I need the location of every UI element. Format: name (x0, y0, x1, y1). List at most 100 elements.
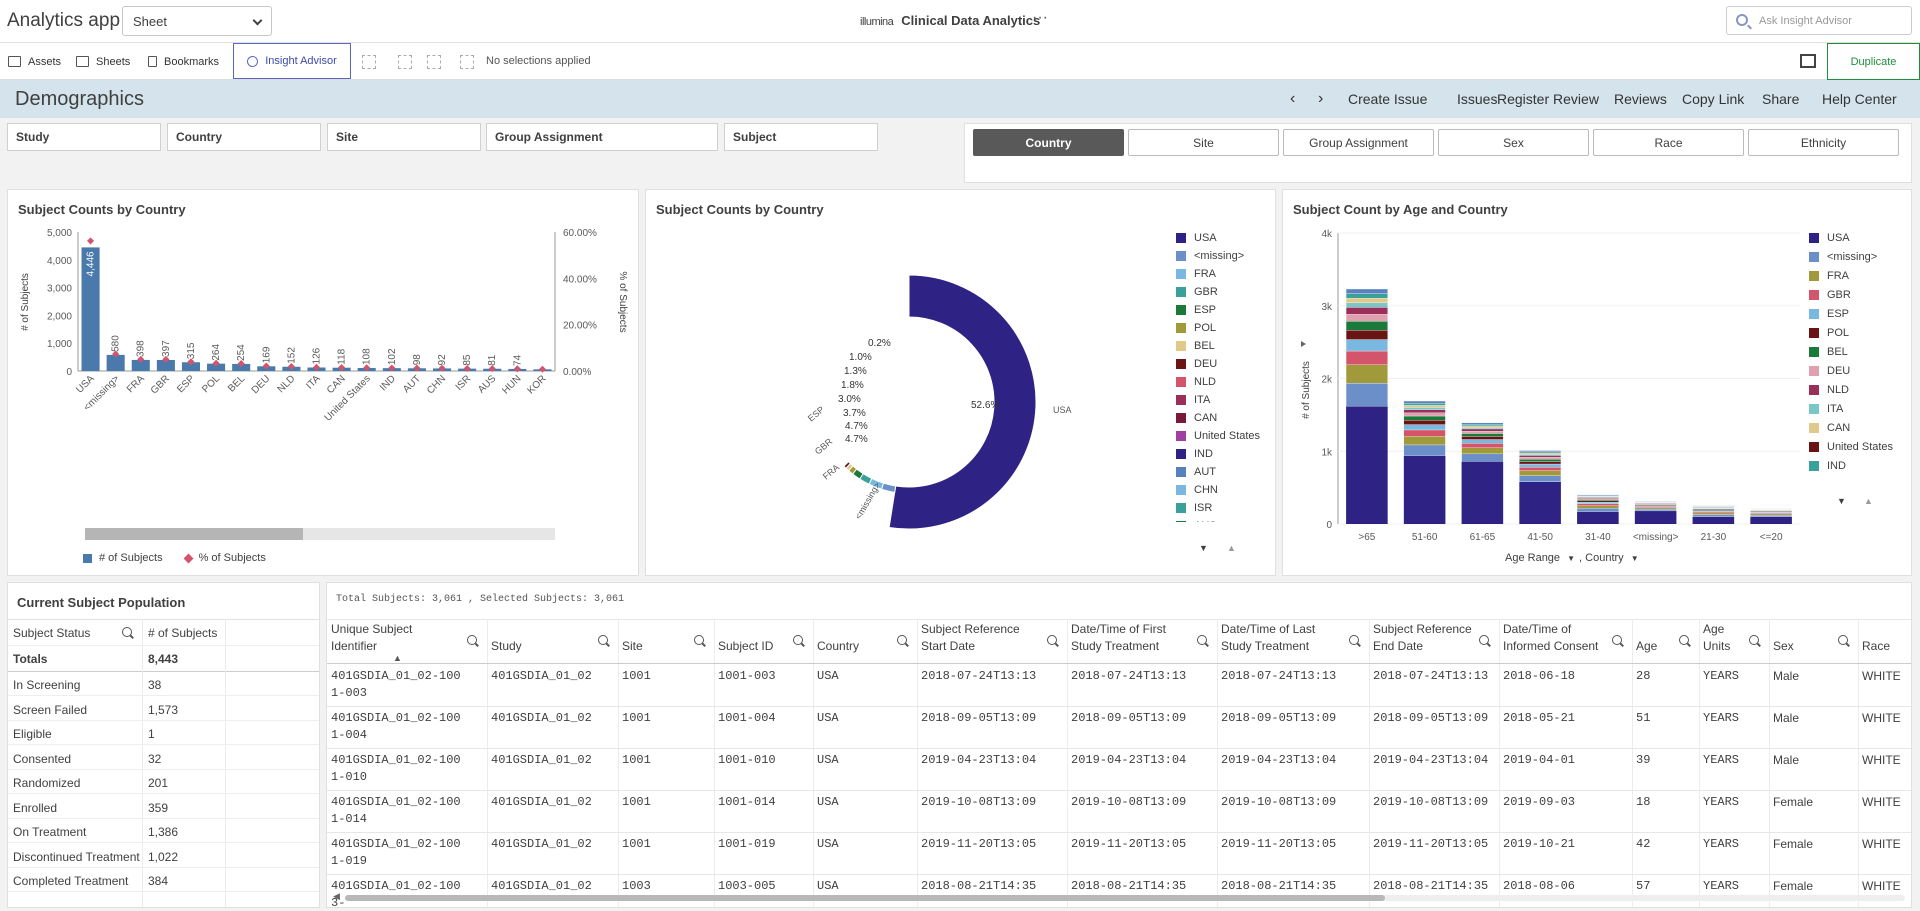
status-row[interactable]: Eligible 1 (8, 721, 319, 745)
header-subject-count[interactable]: # of Subjects (148, 626, 218, 640)
next-sheet-icon[interactable]: › (1318, 90, 1324, 107)
legend-scroll-up-icon[interactable]: ▲ (1227, 543, 1236, 553)
column-header[interactable]: Sex (1773, 639, 1794, 653)
legend-item[interactable]: IND (1809, 460, 1846, 472)
bar-chart[interactable]: 5,000 4,000 3,000 2,000 1,000 0 60.00% 40.00% 20… (8, 190, 640, 577)
assets-button[interactable]: Assets (8, 43, 61, 80)
search-icon[interactable] (1679, 635, 1689, 645)
country-dropdown-icon[interactable]: ▼ (1630, 554, 1639, 563)
legend-item[interactable]: FRA (1176, 268, 1216, 280)
bookmarks-button[interactable]: Bookmarks (148, 43, 219, 80)
search-icon[interactable] (1197, 635, 1207, 645)
sort-dropdown-icon[interactable]: ▼ (1567, 554, 1576, 563)
scrollbar-thumb[interactable] (345, 895, 1385, 901)
legend-item[interactable]: DEU (1176, 358, 1217, 370)
legend-item[interactable]: ITA (1176, 394, 1210, 406)
table-row[interactable] (327, 706, 1911, 707)
help-center-link[interactable]: Help Center (1822, 91, 1897, 107)
segment-country[interactable]: Country (973, 129, 1124, 156)
search-icon[interactable] (467, 635, 477, 645)
column-header[interactable]: Unique Subject Identifier (331, 622, 413, 653)
legend-item[interactable]: NLD (1809, 384, 1849, 396)
smart-search-icon[interactable] (362, 55, 376, 69)
column-header[interactable]: Site (622, 639, 643, 653)
legend-item[interactable]: <missing> (1176, 250, 1244, 262)
step-back-icon[interactable] (398, 55, 412, 69)
column-header[interactable]: Study (491, 639, 522, 653)
column-header[interactable]: Age Units (1703, 622, 1731, 653)
stack-x-axis-label[interactable]: Age Range ▼, Country ▼ (1505, 552, 1639, 564)
column-header[interactable]: Race (1862, 639, 1891, 653)
table-row[interactable] (327, 874, 1911, 875)
filter-group-assignment[interactable]: Group Assignment (486, 123, 718, 151)
column-header[interactable]: Age (1636, 639, 1658, 653)
filter-country[interactable]: Country (167, 123, 321, 151)
legend-item[interactable]: CHN (1176, 484, 1218, 496)
copy-link-link[interactable]: Copy Link (1682, 91, 1745, 107)
column-header[interactable]: Subject Reference End Date (1373, 622, 1472, 653)
search-icon[interactable] (1838, 635, 1848, 645)
legend-item[interactable]: CAN (1809, 422, 1850, 434)
previous-sheet-icon[interactable]: ‹ (1290, 90, 1296, 107)
table-row[interactable] (327, 832, 1911, 833)
legend-item[interactable]: IND (1176, 448, 1213, 460)
search-icon[interactable] (598, 635, 608, 645)
legend-item[interactable]: ISR (1176, 502, 1212, 514)
create-issue-link[interactable]: Create Issue (1348, 91, 1428, 107)
segment-group-assignment[interactable]: Group Assignment (1283, 129, 1434, 156)
column-header[interactable]: Subject ID (718, 639, 774, 653)
segment-sex[interactable]: Sex (1438, 129, 1589, 156)
duplicate-button[interactable]: Duplicate (1827, 43, 1920, 80)
stack-legend-scroll-down-icon[interactable]: ▼ (1837, 496, 1846, 506)
status-row[interactable]: In Screening 38 (8, 672, 319, 696)
legend-item[interactable]: AUS (1176, 520, 1217, 522)
search-icon[interactable] (1349, 635, 1359, 645)
legend-item[interactable]: ITA (1809, 403, 1843, 415)
legend-item[interactable]: POL (1176, 322, 1216, 334)
sort-ascending-icon[interactable]: ▲ (393, 653, 402, 663)
clear-selections-icon[interactable] (460, 55, 474, 69)
filter-study[interactable]: Study (7, 123, 161, 151)
grid-icon[interactable] (1800, 54, 1816, 68)
share-link[interactable]: Share (1762, 91, 1800, 107)
legend-item[interactable]: ESP (1809, 308, 1849, 320)
filter-subject[interactable]: Subject (724, 123, 878, 151)
sheets-button[interactable]: Sheets (76, 43, 130, 80)
legend-item[interactable]: USA (1176, 232, 1217, 244)
search-icon[interactable] (1047, 635, 1057, 645)
legend-scroll-down-icon[interactable]: ▼ (1199, 543, 1208, 553)
legend-item[interactable]: AUT (1176, 466, 1216, 478)
search-icon[interactable] (122, 627, 132, 637)
legend-item[interactable]: USA (1809, 232, 1850, 244)
ask-insight-input[interactable]: Ask Insight Advisor (1726, 6, 1912, 35)
insight-advisor-button[interactable]: Insight Advisor (233, 43, 351, 79)
status-row[interactable]: Randomized 201 (8, 770, 319, 794)
legend-item[interactable]: BEL (1176, 340, 1215, 352)
legend-item[interactable]: <missing> (1809, 251, 1877, 263)
legend-item[interactable]: FRA (1809, 270, 1849, 282)
column-header[interactable]: Date/Time of First Study Treatment (1071, 622, 1166, 653)
legend-item[interactable]: NLD (1176, 376, 1216, 388)
more-options-icon[interactable]: ··· (1032, 9, 1048, 26)
legend-item[interactable]: United States (1809, 441, 1893, 453)
search-icon[interactable] (1749, 635, 1759, 645)
horizontal-scrollbar[interactable] (345, 895, 1905, 901)
status-row[interactable]: Enrolled 359 (8, 795, 319, 819)
table-row[interactable] (327, 748, 1911, 749)
legend-item[interactable]: BEL (1809, 346, 1848, 358)
legend-item[interactable]: POL (1809, 327, 1849, 339)
legend-item[interactable]: United States (1176, 430, 1260, 442)
filter-site[interactable]: Site (327, 123, 481, 151)
table-row[interactable] (327, 790, 1911, 791)
scroll-left-icon[interactable]: ◀ (333, 891, 340, 901)
search-icon[interactable] (1612, 635, 1622, 645)
register-review-link[interactable]: Register Review (1497, 91, 1599, 107)
donut-chart[interactable]: 52.6% 4.7% 4.7% 3.7% 3.0% 1.8% 1.3% 1.0% 0.2% USA… (646, 190, 1277, 577)
status-row[interactable]: Discontinued Treatment 1,022 (8, 844, 319, 868)
segment-ethnicity[interactable]: Ethnicity (1748, 129, 1899, 156)
status-row[interactable]: Completed Treatment 384 (8, 868, 319, 892)
legend-item[interactable]: GBR (1176, 286, 1218, 298)
legend-item[interactable]: ESP (1176, 304, 1216, 316)
segment-site[interactable]: Site (1128, 129, 1279, 156)
header-subject-status[interactable]: Subject Status (13, 626, 91, 640)
